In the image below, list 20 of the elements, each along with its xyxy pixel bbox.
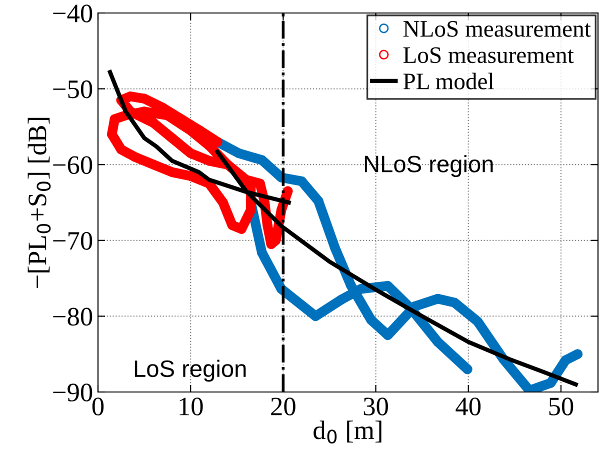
y-axis-title: −[PL$_{0}$+S$_{0}$] [dB] (28, 118, 51, 288)
x-tick-label: 10 (180, 398, 203, 416)
y-tick-label: −40 (53, 4, 92, 22)
x-tick-label: 40 (456, 398, 481, 416)
y-tick-label: −80 (53, 308, 92, 326)
x-tick-label: 50 (549, 398, 574, 416)
x-tick-label: 0 (92, 398, 104, 416)
y-tick-label: −60 (53, 156, 92, 174)
legend-label: NLoS measurement (403, 20, 591, 37)
x-axis-title: d$_{0}$ [m] (314, 420, 382, 444)
x-tick-label: 20 (271, 398, 296, 416)
x-tick-label: 30 (364, 398, 388, 416)
y-tick-label: −90 (53, 384, 92, 402)
point (462, 364, 472, 374)
legend-label: LoS measurement (403, 47, 574, 64)
y-tick-label: −50 (53, 80, 92, 98)
annotation: LoS region (134, 360, 246, 382)
legend-label: PL model (403, 72, 494, 90)
y-tick-label: −70 (53, 232, 92, 250)
annotation: NLoS region (364, 155, 493, 178)
